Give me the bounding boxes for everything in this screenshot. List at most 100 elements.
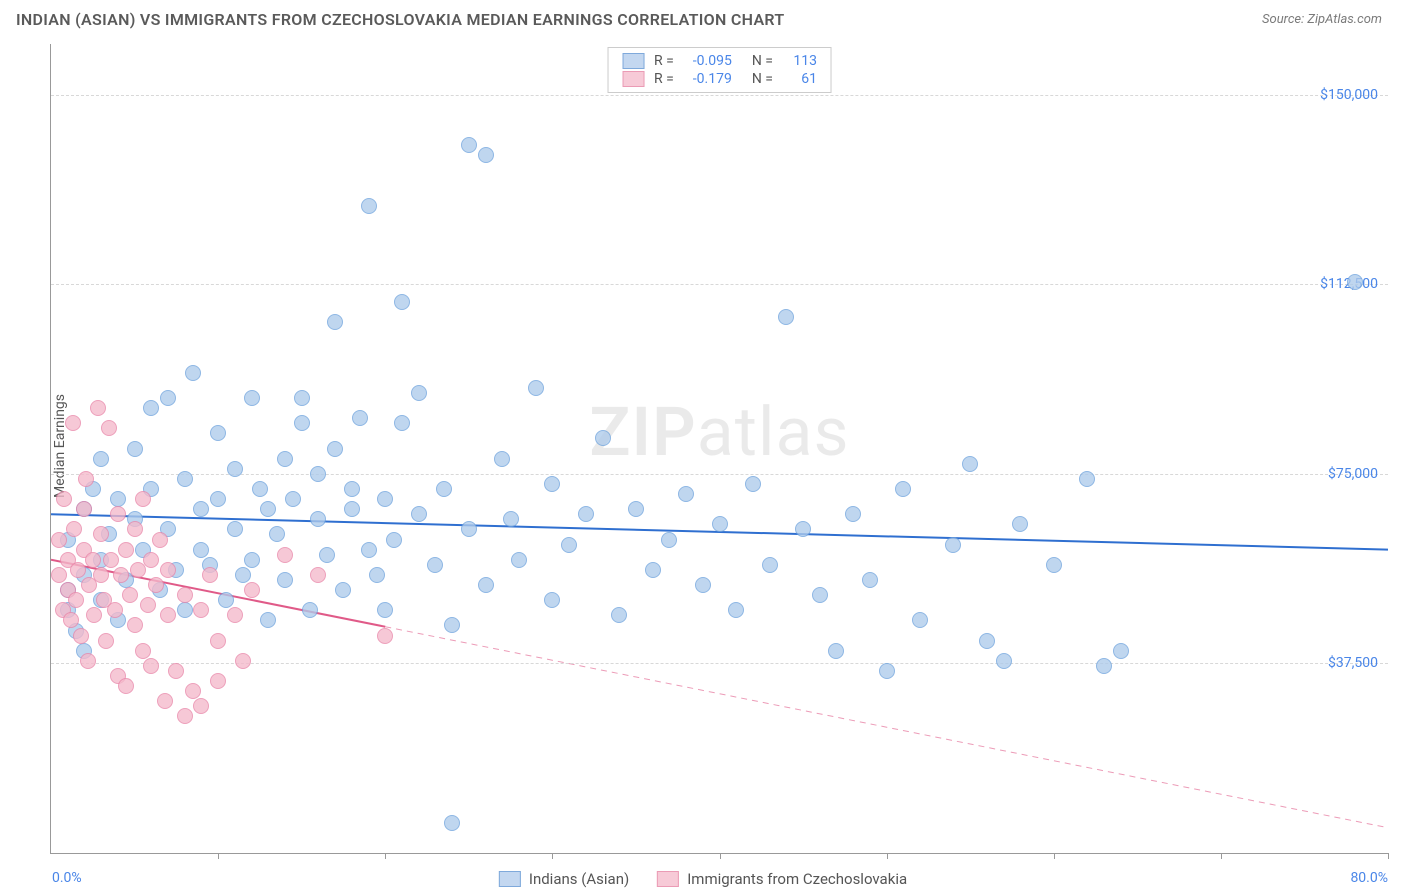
data-point [157,693,173,709]
data-point [912,612,928,628]
gridline [51,663,1388,664]
data-point [561,537,577,553]
data-point [394,294,410,310]
data-point [127,441,143,457]
data-point [377,628,393,644]
swatch-icon [657,871,679,887]
data-point [812,587,828,603]
data-point [107,602,123,618]
data-point [361,198,377,214]
watermark: ZIPatlas [589,392,849,472]
data-point [51,532,67,548]
legend-series-item: Immigrants from Czechoslovakia [657,870,907,888]
data-point [70,562,86,578]
data-point [260,612,276,628]
y-tick-label: $75,000 [1328,466,1378,482]
data-point [185,683,201,699]
data-point [98,633,114,649]
data-point [277,547,293,563]
data-point [979,633,995,649]
data-point [394,415,410,431]
data-point [277,572,293,588]
data-point [344,481,360,497]
data-point [628,501,644,517]
data-point [327,314,343,330]
data-point [294,415,310,431]
data-point [148,577,164,593]
data-point [611,607,627,623]
data-point [269,526,285,542]
legend-stat-row: R =-0.179N =61 [622,70,817,88]
data-point [578,506,594,522]
data-point [63,612,79,628]
series-label: Indians (Asian) [529,870,629,888]
data-point [361,542,377,558]
gridline [51,95,1388,96]
data-point [778,309,794,325]
data-point [168,663,184,679]
data-point [193,602,209,618]
n-label: N = [752,53,773,69]
data-point [310,567,326,583]
data-point [177,602,193,618]
data-point [160,562,176,578]
y-tick-label: $150,000 [1320,87,1378,103]
data-point [93,526,109,542]
data-point [745,476,761,492]
scatter-chart: ZIPatlas R =-0.095N =113R =-0.179N =61 $… [50,44,1388,854]
data-point [244,552,260,568]
swatch-icon [499,871,521,887]
data-point [152,532,168,548]
x-axis-max-label: 80.0% [1350,870,1388,886]
data-point [202,567,218,583]
data-point [494,451,510,467]
legend-stats: R =-0.095N =113R =-0.179N =61 [607,47,832,93]
data-point [66,521,82,537]
data-point [110,506,126,522]
chart-title: INDIAN (ASIAN) VS IMMIGRANTS FROM CZECHO… [16,10,785,29]
data-point [528,380,544,396]
data-point [110,491,126,507]
data-point [210,673,226,689]
y-tick-label: $37,500 [1328,655,1378,671]
data-point [845,506,861,522]
data-point [344,501,360,517]
data-point [478,577,494,593]
data-point [795,521,811,537]
data-point [1096,658,1112,674]
r-value: -0.095 [684,53,732,69]
data-point [185,365,201,381]
data-point [1012,516,1028,532]
x-axis-min-label: 0.0% [52,870,82,886]
data-point [996,653,1012,669]
n-value: 61 [783,71,817,87]
data-point [227,521,243,537]
data-point [127,521,143,537]
data-point [386,532,402,548]
data-point [895,481,911,497]
data-point [1046,557,1062,573]
data-point [411,385,427,401]
data-point [319,547,335,563]
r-value: -0.179 [684,71,732,87]
gridline [51,474,1388,475]
data-point [140,597,156,613]
legend-series-item: Indians (Asian) [499,870,629,888]
source-label: Source: ZipAtlas.com [1262,12,1382,27]
data-point [210,633,226,649]
data-point [93,451,109,467]
data-point [177,471,193,487]
data-point [260,501,276,517]
data-point [879,663,895,679]
legend-series: Indians (Asian) Immigrants from Czechoslo… [499,870,907,888]
data-point [227,607,243,623]
data-point [76,501,92,517]
x-tick [1388,853,1389,859]
data-point [135,643,151,659]
data-point [712,516,728,532]
data-point [135,491,151,507]
data-point [235,653,251,669]
data-point [377,602,393,618]
data-point [193,501,209,517]
gridline [51,284,1388,285]
